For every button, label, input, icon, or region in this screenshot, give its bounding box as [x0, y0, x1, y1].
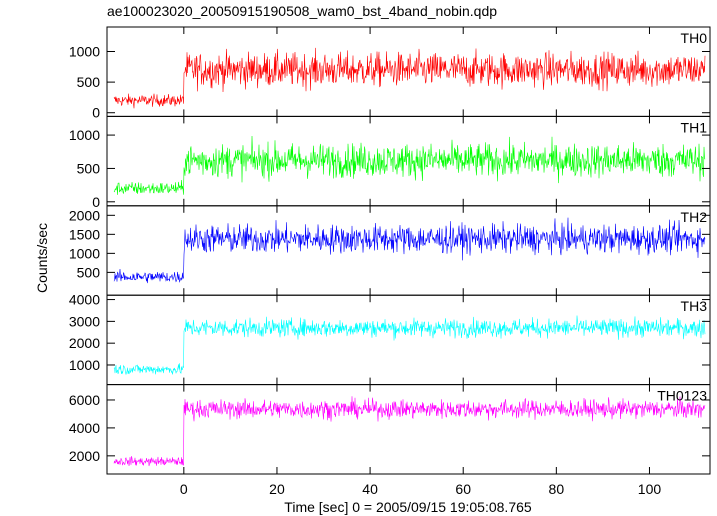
y-tick-label: 0	[92, 194, 100, 210]
y-tick-label: 1000	[69, 127, 100, 143]
panel-label-th2: TH2	[681, 209, 708, 225]
y-tick-label: 4000	[69, 420, 100, 436]
trace-th0123	[113, 396, 706, 467]
y-tick-label: 1000	[69, 43, 100, 59]
panel-frame-th2	[106, 205, 711, 296]
panel-label-th3: TH3	[681, 298, 708, 314]
panel-label-th1: TH1	[681, 119, 708, 135]
panel-frame-th0123	[106, 384, 711, 475]
trace-th0	[113, 47, 706, 109]
y-tick-label: 1000	[69, 357, 100, 373]
traces-layer	[113, 47, 706, 467]
trace-th3	[113, 315, 706, 376]
y-tick-label: 500	[77, 264, 101, 280]
x-tick-label: 0	[180, 481, 188, 497]
y-tick-label: 4000	[69, 292, 100, 308]
y-tick-label: 1500	[69, 226, 100, 242]
chart-title: ae100023020_20050915190508_wam0_bst_4ban…	[107, 3, 498, 19]
y-tick-label: 500	[77, 160, 101, 176]
x-tick-label: 60	[455, 481, 471, 497]
panel-label-th0: TH0	[681, 30, 708, 46]
y-tick-label: 2000	[69, 335, 100, 351]
trace-th2	[113, 217, 706, 284]
y-axis-label: Counts/sec	[34, 223, 50, 293]
x-tick-label: 80	[549, 481, 565, 497]
y-tick-label: 500	[77, 74, 101, 90]
x-tick-label: 100	[638, 481, 662, 497]
x-tick-label: 20	[269, 481, 285, 497]
trace-th1	[113, 135, 706, 195]
y-tick-label: 3000	[69, 313, 100, 329]
frames-layer	[106, 26, 711, 475]
x-axis-label: Time [sec] 0 = 2005/09/15 19:05:08.765	[284, 499, 532, 515]
panel-label-th0123: TH0123	[657, 388, 707, 404]
panel-frame-th3	[106, 294, 711, 386]
y-tick-label: 2000	[69, 207, 100, 223]
y-tick-label: 1000	[69, 245, 100, 261]
y-tick-label: 6000	[69, 392, 100, 408]
x-tick-label: 40	[362, 481, 378, 497]
y-tick-label: 2000	[69, 448, 100, 464]
y-tick-label: 0	[92, 105, 100, 121]
